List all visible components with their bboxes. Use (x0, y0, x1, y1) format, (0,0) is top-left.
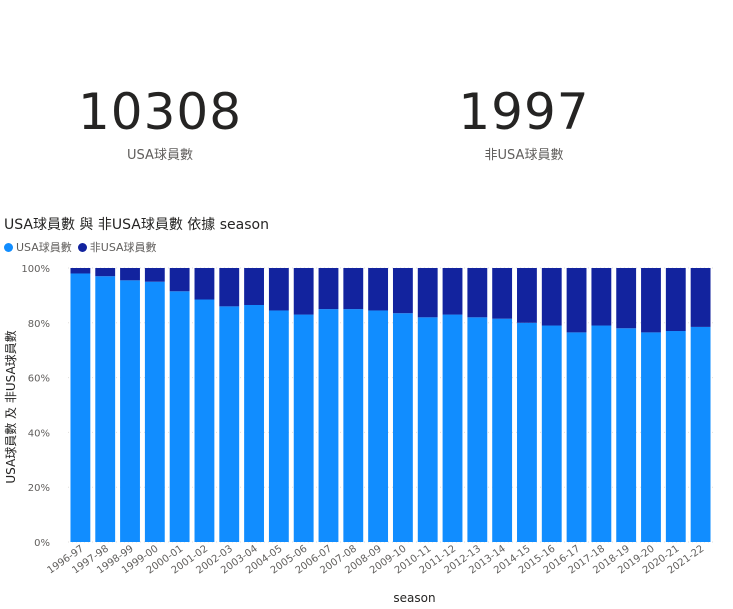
bar-non-usa[interactable] (318, 268, 339, 310)
bar-non-usa[interactable] (417, 268, 438, 318)
usa-count-label: USA球員數 (127, 148, 193, 163)
bar-non-usa[interactable] (244, 268, 264, 305)
bar-non-usa[interactable] (665, 268, 686, 332)
bar-non-usa[interactable] (517, 268, 537, 323)
bar-usa[interactable] (616, 328, 637, 542)
bar-non-usa[interactable] (120, 268, 140, 281)
y-tick-label: 20% (28, 483, 50, 494)
non-usa-count-card[interactable]: 1997 非USA球員數 (374, 80, 674, 163)
y-tick-label: 40% (28, 428, 50, 439)
bar-usa[interactable] (690, 326, 711, 542)
usa-count-card[interactable]: 10308 USA球員數 (10, 80, 310, 163)
bar-non-usa[interactable] (690, 268, 711, 327)
bar-usa[interactable] (467, 317, 488, 542)
legend: USA球員數 非USA球員數 (4, 239, 163, 255)
bar-usa[interactable] (343, 309, 364, 542)
bar-usa[interactable] (144, 281, 165, 542)
bar-non-usa[interactable] (144, 268, 165, 282)
legend-label-non-usa: 非USA球員數 (89, 241, 157, 254)
legend-dot-non-usa (77, 242, 87, 252)
bar-usa[interactable] (70, 273, 91, 542)
bar-non-usa[interactable] (616, 268, 637, 329)
bar-non-usa[interactable] (641, 268, 661, 333)
bar-non-usa[interactable] (442, 268, 463, 315)
chart-title: USA球員數 與 非USA球員數 依據 season (4, 217, 269, 233)
y-tick-label: 100% (21, 264, 50, 275)
bar-non-usa[interactable] (467, 268, 488, 318)
bar-usa[interactable] (219, 306, 240, 542)
legend-dot-usa (4, 242, 13, 252)
bar-usa[interactable] (665, 331, 686, 542)
y-axis-title: USA球員數 及 非USA球員數 (4, 330, 18, 483)
non-usa-count-value: 1997 (458, 83, 590, 141)
y-tick-label: 80% (28, 319, 50, 330)
bar-usa[interactable] (417, 317, 438, 542)
bar-non-usa[interactable] (70, 268, 91, 274)
bar-usa[interactable] (268, 310, 289, 542)
bar-usa[interactable] (591, 325, 612, 542)
bar-usa[interactable] (293, 314, 314, 542)
bar-usa[interactable] (244, 304, 264, 542)
bar-usa[interactable] (120, 280, 140, 542)
bar-usa[interactable] (641, 332, 661, 542)
bar-usa[interactable] (566, 332, 587, 542)
bar-non-usa[interactable] (268, 268, 289, 311)
bar-non-usa[interactable] (368, 268, 389, 311)
bar-non-usa[interactable] (293, 268, 314, 315)
non-usa-count-label: 非USA球員數 (484, 148, 564, 163)
bar-usa[interactable] (492, 318, 513, 542)
legend-item-usa[interactable]: USA球員數 (4, 239, 72, 255)
x-axis-title: season (393, 591, 435, 605)
bar-non-usa[interactable] (95, 268, 116, 277)
bar-usa[interactable] (517, 322, 537, 542)
bar-non-usa[interactable] (194, 268, 215, 300)
bar-non-usa[interactable] (343, 268, 364, 310)
usa-count-value: 10308 (77, 83, 243, 141)
y-tick-label: 0% (34, 538, 50, 549)
bar-non-usa[interactable] (169, 268, 190, 292)
bar-non-usa[interactable] (591, 268, 612, 326)
legend-item-non-usa[interactable]: 非USA球員數 (77, 239, 157, 255)
bar-non-usa[interactable] (219, 268, 240, 307)
bar-usa[interactable] (169, 291, 190, 542)
bar-non-usa[interactable] (566, 268, 587, 333)
bar-non-usa[interactable] (541, 268, 562, 326)
bar-non-usa[interactable] (492, 268, 513, 319)
bar-usa[interactable] (368, 310, 389, 542)
bar-usa[interactable] (95, 276, 116, 542)
bar-usa[interactable] (194, 299, 215, 542)
bar-usa[interactable] (442, 314, 463, 542)
legend-label-usa: USA球員數 (16, 241, 72, 254)
bar-usa[interactable] (318, 309, 339, 542)
bar-usa[interactable] (392, 313, 413, 542)
bar-usa[interactable] (541, 325, 562, 542)
bar-non-usa[interactable] (392, 268, 413, 314)
y-tick-label: 60% (28, 374, 50, 385)
